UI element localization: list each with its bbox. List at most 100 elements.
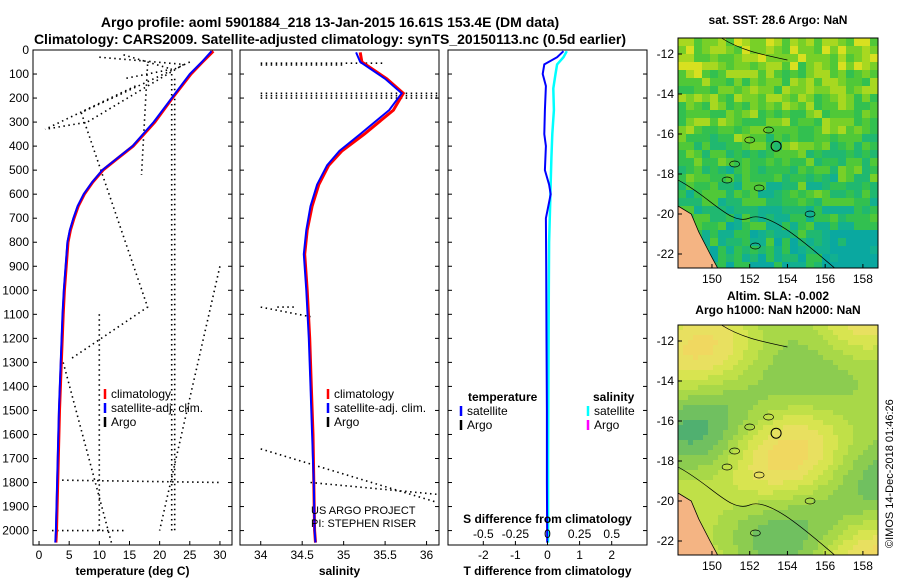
map-cell bbox=[743, 350, 749, 356]
map-cell bbox=[763, 370, 769, 376]
map-cell bbox=[828, 450, 834, 456]
map-cell bbox=[738, 370, 744, 376]
map-cell bbox=[728, 430, 734, 436]
map-cell bbox=[753, 355, 759, 361]
map-cell bbox=[778, 375, 784, 381]
map-cell bbox=[703, 370, 709, 376]
map-cell bbox=[694, 38, 703, 47]
map-cell bbox=[678, 490, 684, 496]
map-cell bbox=[848, 530, 854, 536]
difference-xtick-label: 0 bbox=[544, 548, 551, 562]
map-cell bbox=[788, 495, 794, 501]
map-cell bbox=[863, 455, 869, 461]
map-cell bbox=[813, 545, 819, 551]
map-cell bbox=[863, 355, 869, 361]
map-cell bbox=[708, 435, 714, 441]
map-cell bbox=[708, 350, 714, 356]
map-cell bbox=[823, 550, 829, 555]
map-cell bbox=[693, 335, 699, 341]
map-cell bbox=[733, 500, 739, 506]
map-cell bbox=[703, 460, 709, 466]
map-cell bbox=[713, 340, 719, 346]
map-cell bbox=[823, 385, 829, 391]
map-cell bbox=[843, 530, 849, 536]
map-cell bbox=[853, 370, 859, 376]
map-cell bbox=[798, 190, 807, 199]
map-cell bbox=[713, 520, 719, 526]
map-cell bbox=[822, 54, 831, 63]
map-cell bbox=[748, 535, 754, 541]
map-cell bbox=[813, 550, 819, 555]
map-cell bbox=[803, 505, 809, 511]
map-cell bbox=[766, 102, 775, 111]
map-cell bbox=[782, 190, 791, 199]
map-cell bbox=[813, 480, 819, 486]
map-cell bbox=[858, 325, 864, 331]
map-cell bbox=[766, 62, 775, 71]
map-cell bbox=[798, 150, 807, 159]
map-cell bbox=[853, 365, 859, 371]
map-cell bbox=[768, 485, 774, 491]
map-cell bbox=[678, 430, 684, 436]
map-cell bbox=[733, 510, 739, 516]
map-cell bbox=[678, 445, 684, 451]
map-cell bbox=[753, 395, 759, 401]
map-cell bbox=[803, 470, 809, 476]
map-lat-label: -18 bbox=[657, 454, 675, 468]
map-cell bbox=[713, 450, 719, 456]
sla_map-frame bbox=[677, 324, 879, 556]
map-cell bbox=[734, 142, 743, 151]
map-cell bbox=[773, 395, 779, 401]
map-cell bbox=[806, 198, 815, 207]
map-cell bbox=[803, 475, 809, 481]
map-cell bbox=[870, 262, 878, 268]
map-cell bbox=[828, 490, 834, 496]
map-cell bbox=[726, 54, 735, 63]
map-cell bbox=[678, 440, 684, 446]
map-cell bbox=[708, 450, 714, 456]
map-cell bbox=[814, 142, 823, 151]
reef-outline bbox=[721, 463, 733, 471]
map-cell bbox=[778, 455, 784, 461]
map-cell bbox=[813, 485, 819, 491]
map-cell bbox=[803, 455, 809, 461]
map-cell bbox=[726, 62, 735, 71]
map-cell bbox=[758, 415, 764, 421]
map-cell bbox=[678, 370, 684, 376]
map-cell bbox=[738, 490, 744, 496]
map-cell bbox=[828, 350, 834, 356]
map-cell bbox=[863, 340, 869, 346]
map-cell bbox=[846, 214, 855, 223]
map-cell bbox=[713, 525, 719, 531]
map-cell bbox=[828, 375, 834, 381]
reef-outline bbox=[721, 176, 733, 184]
map-cell bbox=[853, 345, 859, 351]
map-cell bbox=[694, 86, 703, 95]
map-cell bbox=[698, 340, 704, 346]
map-cell bbox=[758, 206, 767, 215]
map-cell bbox=[863, 445, 869, 451]
map-cell bbox=[830, 222, 839, 231]
map-cell bbox=[793, 425, 799, 431]
map-cell bbox=[710, 118, 719, 127]
map-cell bbox=[803, 430, 809, 436]
map-cell bbox=[814, 222, 823, 231]
map-cell bbox=[782, 158, 791, 167]
map-cell bbox=[778, 490, 784, 496]
map-cell bbox=[778, 440, 784, 446]
map-cell bbox=[808, 415, 814, 421]
map-cell bbox=[803, 330, 809, 336]
map-cell bbox=[683, 475, 689, 481]
map-cell bbox=[738, 500, 744, 506]
map-cell bbox=[738, 380, 744, 386]
map-cell bbox=[733, 335, 739, 341]
map-cell bbox=[713, 400, 719, 406]
map-cell bbox=[806, 206, 815, 215]
reef-outline bbox=[750, 529, 761, 537]
map-cell bbox=[718, 340, 724, 346]
map-cell bbox=[693, 410, 699, 416]
map-cell bbox=[822, 46, 831, 55]
map-cell bbox=[873, 390, 878, 396]
map-cell bbox=[718, 480, 724, 486]
map-cell bbox=[734, 198, 743, 207]
